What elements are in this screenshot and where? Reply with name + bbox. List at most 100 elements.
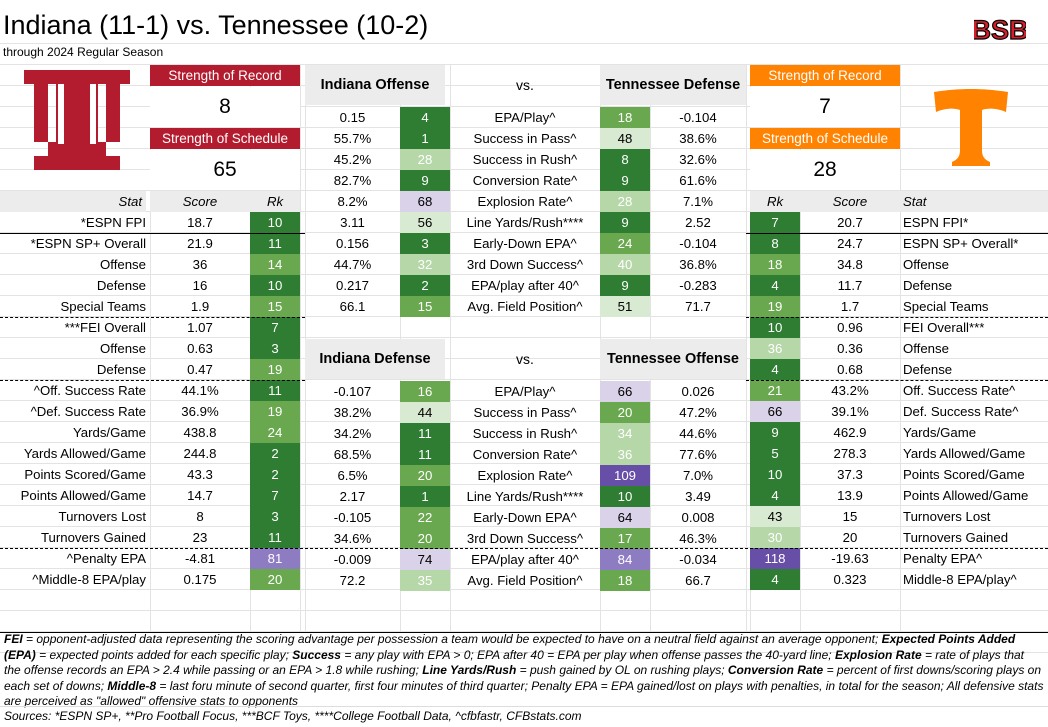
tennessee-stat-score: 0.323 (833, 572, 867, 587)
matchup-stat-label: Conversion Rate^ (472, 173, 578, 188)
indiana-stat-rank: 15 (250, 296, 300, 317)
grid-line (0, 484, 1048, 485)
matchup-b-value: 0.008 (681, 510, 715, 525)
indiana-stat-score: 14.7 (187, 488, 213, 503)
indiana-stat-rank: 2 (250, 464, 300, 485)
indiana-stat-score: 21.9 (187, 236, 213, 251)
grid-line (0, 43, 1048, 44)
matchup-b-rank: 17 (600, 528, 650, 549)
matchup-b-rank: 9 (600, 212, 650, 233)
matchup-b-value: 36.8% (679, 257, 717, 272)
tennessee-stat-label: Off. Success Rate^ (903, 383, 1016, 398)
matchup-a-value: 38.2% (333, 405, 372, 420)
matchup2-vs: vs. (516, 351, 534, 367)
tennessee-stat-label: Special Teams (903, 299, 989, 314)
indiana-stat-label: Yards Allowed/Game (23, 446, 146, 461)
grid-line (0, 652, 1048, 653)
indiana-stat-score: 43.3 (187, 467, 213, 482)
matchup-stat-label: Success in Rush^ (472, 426, 578, 441)
tennessee-stat-score: 1.7 (840, 299, 860, 314)
indiana-stat-label: Points Allowed/Game (20, 488, 146, 503)
matchup-b-value: 61.6% (679, 173, 717, 188)
separator-line (746, 233, 1048, 234)
indiana-stat-score: 36.9% (181, 404, 219, 419)
matchup-b-value: 66.7 (685, 573, 711, 588)
matchup-stat-label: EPA/play after 40^ (471, 278, 579, 293)
tennessee-stat-rank: 19 (750, 296, 800, 317)
indiana-stat-rank: 81 (250, 548, 300, 569)
indiana-stat-score: 244.8 (183, 446, 217, 461)
matchup-stat-label: 3rd Down Success^ (466, 531, 584, 546)
matchup-stat-label: Success in Rush^ (472, 152, 578, 167)
indiana-stat-label: Offense (100, 257, 146, 272)
tennessee-stat-label: Offense (903, 257, 949, 272)
separator-line (0, 380, 305, 381)
bsb-logo: BSB (971, 12, 1029, 46)
matchup-b-value: 32.6% (679, 152, 717, 167)
indiana-stat-label: Defense (96, 278, 146, 293)
indiana-stat-label: Special Teams (60, 299, 146, 314)
tennessee-stat-score: 15 (842, 509, 858, 524)
matchup-b-rank: 18 (600, 570, 650, 591)
matchup-b-rank: 36 (600, 444, 650, 465)
grid-line (746, 64, 747, 632)
matchup-b-rank: 40 (600, 254, 650, 275)
indiana-stat-label: ^Off. Success Rate (33, 383, 146, 398)
matchup-a-value: 66.1 (339, 299, 366, 314)
tennessee-stat-rank: 9 (750, 422, 800, 443)
matchup-a-value: -0.009 (333, 552, 372, 567)
matchup-b-value: 71.7 (685, 299, 711, 314)
tennessee-stat-rank: 18 (750, 254, 800, 275)
tennessee-stat-score: 34.8 (837, 257, 863, 272)
tennessee-stat-label: Penalty EPA^ (903, 551, 983, 566)
matchup-b-value: 3.49 (685, 489, 711, 504)
indiana-stat-score: 18.7 (187, 215, 213, 230)
indiana-stat-label: Yards/Game (72, 425, 146, 440)
tennessee-stat-rank: 8 (750, 233, 800, 254)
indiana-stat-score: 0.63 (187, 341, 213, 356)
tennessee-stat-rank: 4 (750, 485, 800, 506)
left-stat-header: Stat (0, 191, 146, 212)
matchup-a-value: 44.7% (333, 257, 372, 272)
tennessee-sor-label: Strength of Record (750, 65, 900, 86)
indiana-stat-label: Offense (100, 341, 146, 356)
page-subtitle: through 2024 Regular Season (3, 45, 164, 59)
tennessee-stat-label: Middle-8 EPA/play^ (903, 572, 1017, 587)
grid-line (0, 106, 1048, 107)
matchup-b-value: 7.1% (682, 194, 714, 209)
tennessee-stat-score: 43.2% (831, 383, 869, 398)
grid-line (0, 568, 1048, 569)
matchup-b-rank: 64 (600, 507, 650, 528)
tennessee-sor-value: 7 (750, 87, 900, 127)
matchup-stat-label: Line Yards/Rush**** (466, 489, 584, 504)
tennessee-stat-label: FEI Overall*** (903, 320, 985, 335)
matchup-a-rank: 11 (400, 444, 450, 465)
matchup-a-value: 55.7% (333, 131, 372, 146)
matchup-a-rank: 22 (400, 507, 450, 528)
left-rk-header: Rk (250, 191, 300, 212)
matchup-b-rank: 18 (600, 107, 650, 128)
indiana-stat-rank: 10 (250, 212, 300, 233)
matchup-b-rank: 48 (600, 128, 650, 149)
matchup2-right-header: Tennessee Offense (600, 339, 746, 379)
grid-line (0, 190, 1048, 191)
indiana-stat-score: 0.175 (183, 572, 217, 587)
tennessee-stat-rank: 5 (750, 443, 800, 464)
tennessee-stat-score: 278.3 (833, 446, 867, 461)
indiana-stat-label: ^Penalty EPA (66, 551, 146, 566)
grid-line (800, 64, 801, 632)
matchup-a-value: 0.156 (335, 236, 369, 251)
matchup-stat-label: Early-Down EPA^ (473, 510, 577, 525)
matchup-stat-label: Early-Down EPA^ (473, 236, 577, 251)
tennessee-stat-score: 20.7 (837, 215, 863, 230)
sources: Sources: *ESPN SP+, **Pro Football Focus… (4, 709, 582, 723)
indiana-stat-rank: 10 (250, 275, 300, 296)
tennessee-stat-label: Points Allowed/Game (903, 488, 1029, 503)
tennessee-stat-score: 39.1% (831, 404, 869, 419)
indiana-sos-label: Strength of Schedule (150, 128, 300, 149)
matchup-stat-label: Explosion Rate^ (477, 468, 573, 483)
tennessee-stat-rank: 43 (750, 506, 800, 527)
matchup-stat-label: EPA/Play^ (494, 384, 556, 399)
indiana-logo (22, 68, 132, 172)
indiana-sor-value: 8 (150, 87, 300, 127)
